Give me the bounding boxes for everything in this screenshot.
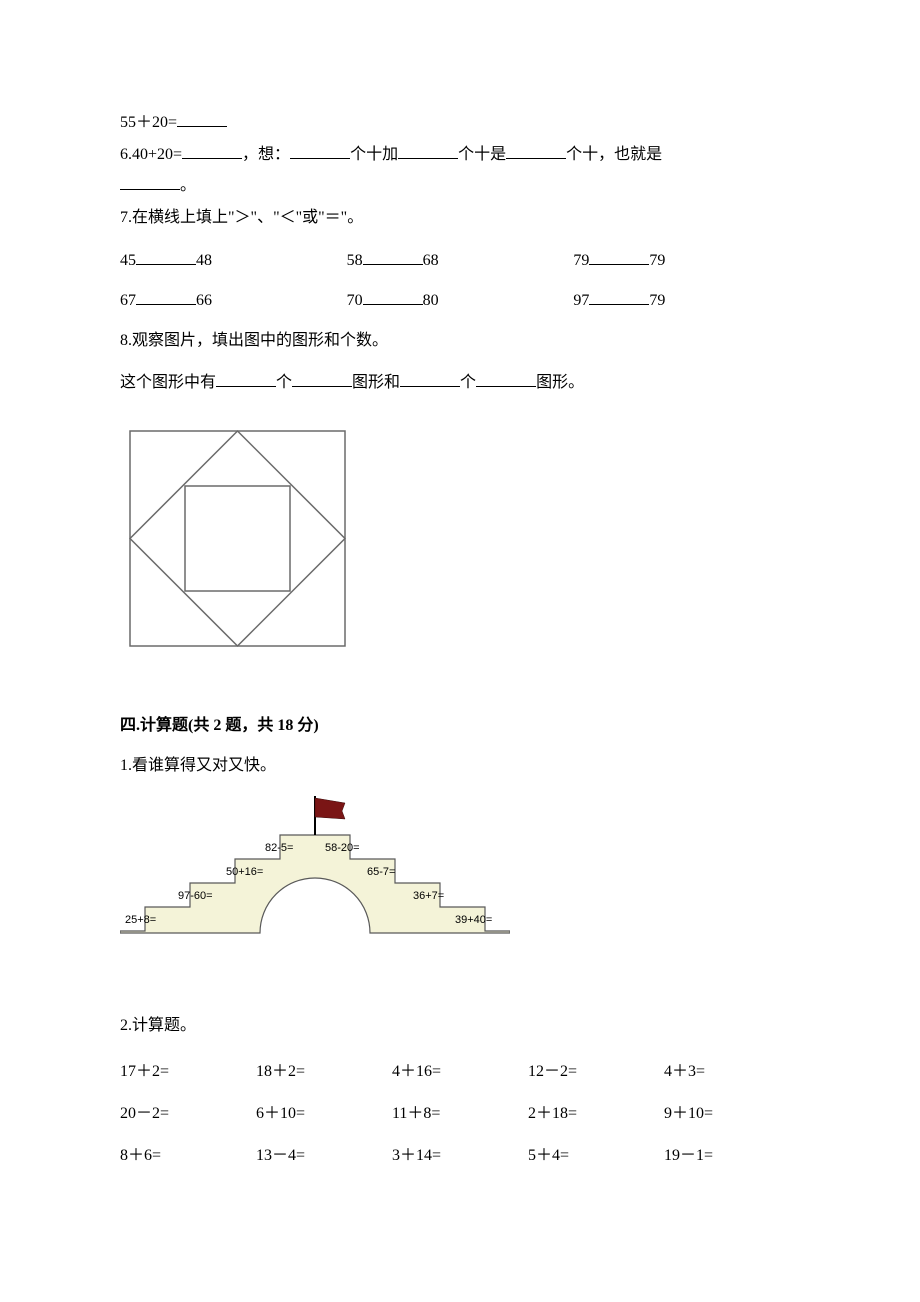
q7-left: 97 [573, 292, 589, 309]
calc-cell: 20－2= [120, 1099, 256, 1123]
q7-cell: 70 80 [347, 288, 574, 310]
calc-cell: 5＋4= [528, 1141, 664, 1165]
svg-text:39+40=: 39+40= [455, 914, 492, 926]
blank [363, 288, 423, 305]
blank [216, 370, 276, 387]
page-root: 55＋20= 6.40+20= ，想： 个十加 个十是 个十，也就是 。 7.在横线上填… [0, 0, 920, 1243]
q7-cell: 97 79 [573, 288, 800, 310]
calc-cell: 17＋2= [120, 1057, 256, 1081]
calc-cell: 3＋14= [392, 1141, 528, 1165]
q8-part: 个 [460, 374, 476, 391]
svg-text:58-20=: 58-20= [325, 842, 360, 854]
q8-part: 图形。 [536, 374, 584, 391]
calc-cell: 2＋18= [528, 1099, 664, 1123]
q6-prefix: 6.40+20= [120, 146, 182, 163]
calc-cell: 12－2= [528, 1057, 664, 1081]
blank [589, 288, 649, 305]
q6-suffix: 。 [180, 177, 196, 194]
q6-line: 6.40+20= ，想： 个十加 个十是 个十，也就是 [120, 142, 800, 168]
calc-cell: 11＋8= [392, 1099, 528, 1123]
q8-part: 图形和 [352, 374, 400, 391]
q7-cell: 58 68 [347, 248, 574, 270]
q8-part: 个 [276, 374, 292, 391]
svg-text:50+16=: 50+16= [226, 866, 263, 878]
q7-row-2: 67 66 70 80 97 79 [120, 288, 800, 310]
blank [400, 370, 460, 387]
blank [136, 288, 196, 305]
q6-mid4: 个十，也就是 [566, 146, 662, 163]
q7-left: 45 [120, 252, 136, 269]
calc-cell: 13－4= [256, 1141, 392, 1165]
q7-right: 79 [649, 252, 665, 269]
calc-row-3: 8＋6= 13－4= 3＋14= 5＋4= 19－1= [120, 1141, 800, 1165]
q7-left: 70 [347, 292, 363, 309]
calc-row-1: 17＋2= 18＋2= 4＋16= 12－2= 4＋3= [120, 1057, 800, 1081]
q7-right: 66 [196, 292, 212, 309]
q8-part: 这个图形中有 [120, 374, 216, 391]
calc-cell: 8＋6= [120, 1141, 256, 1165]
svg-text:97-60=: 97-60= [178, 890, 213, 902]
blank [506, 142, 566, 159]
q7-right: 68 [423, 252, 439, 269]
q7-left: 67 [120, 292, 136, 309]
blank [589, 248, 649, 265]
calc-cell: 6＋10= [256, 1099, 392, 1123]
calc-cell: 9＋10= [664, 1099, 800, 1123]
section4-q2-title: 2.计算题。 [120, 1013, 800, 1039]
staircase-diagram: 82-5=50+16= 97-60= 25+8= 58-20= 65-7= 36+7= 39… [120, 793, 510, 978]
blank [398, 142, 458, 159]
shapes-diagram [120, 416, 355, 676]
blank [182, 142, 242, 159]
q6-mid2: 个十加 [350, 146, 398, 163]
blank [476, 370, 536, 387]
blank [177, 110, 227, 127]
svg-text:82-5=: 82-5= [265, 842, 293, 854]
blank [363, 248, 423, 265]
svg-text:36+7=: 36+7= [413, 890, 444, 902]
q7-cell: 67 66 [120, 288, 347, 310]
calc-cell: 4＋16= [392, 1057, 528, 1081]
svg-text:25+8=: 25+8= [125, 914, 156, 926]
q6-mid3: 个十是 [458, 146, 506, 163]
calc-cell: 4＋3= [664, 1057, 800, 1081]
q7-right: 48 [196, 252, 212, 269]
svg-text:65-7=: 65-7= [367, 866, 395, 878]
blank [120, 173, 180, 190]
q7-left: 58 [347, 252, 363, 269]
calc-row-2: 20－2= 6＋10= 11＋8= 2＋18= 9＋10= [120, 1099, 800, 1123]
q5-expression: 55＋20= [120, 114, 177, 131]
blank [292, 370, 352, 387]
q8-figure [120, 416, 800, 681]
q6-line-2: 。 [120, 173, 800, 199]
q7-right: 80 [423, 292, 439, 309]
q7-cell: 45 48 [120, 248, 347, 270]
blank [290, 142, 350, 159]
q8-sentence: 这个图形中有 个 图形和 个 图形。 [120, 370, 800, 396]
q7-right: 79 [649, 292, 665, 309]
staircase-figure: 82-5=50+16= 97-60= 25+8= 58-20= 65-7= 36+7= 39… [120, 793, 800, 983]
q6-mid1: ，想： [242, 146, 290, 163]
section4-heading: 四.计算题(共 2 题，共 18 分) [120, 711, 800, 735]
q7-cell: 79 79 [573, 248, 800, 270]
q7-left: 79 [573, 252, 589, 269]
q7-title: 7.在横线上填上"＞"、"＜"或"＝"。 [120, 205, 800, 231]
calc-cell: 18＋2= [256, 1057, 392, 1081]
q7-row-1: 45 48 58 68 79 79 [120, 248, 800, 270]
q5-tail-line: 55＋20= [120, 110, 800, 136]
calc-cell: 19－1= [664, 1141, 800, 1165]
blank [136, 248, 196, 265]
q8-title: 8.观察图片，填出图中的图形和个数。 [120, 328, 800, 354]
section4-q1-title: 1.看谁算得又对又快。 [120, 753, 800, 779]
